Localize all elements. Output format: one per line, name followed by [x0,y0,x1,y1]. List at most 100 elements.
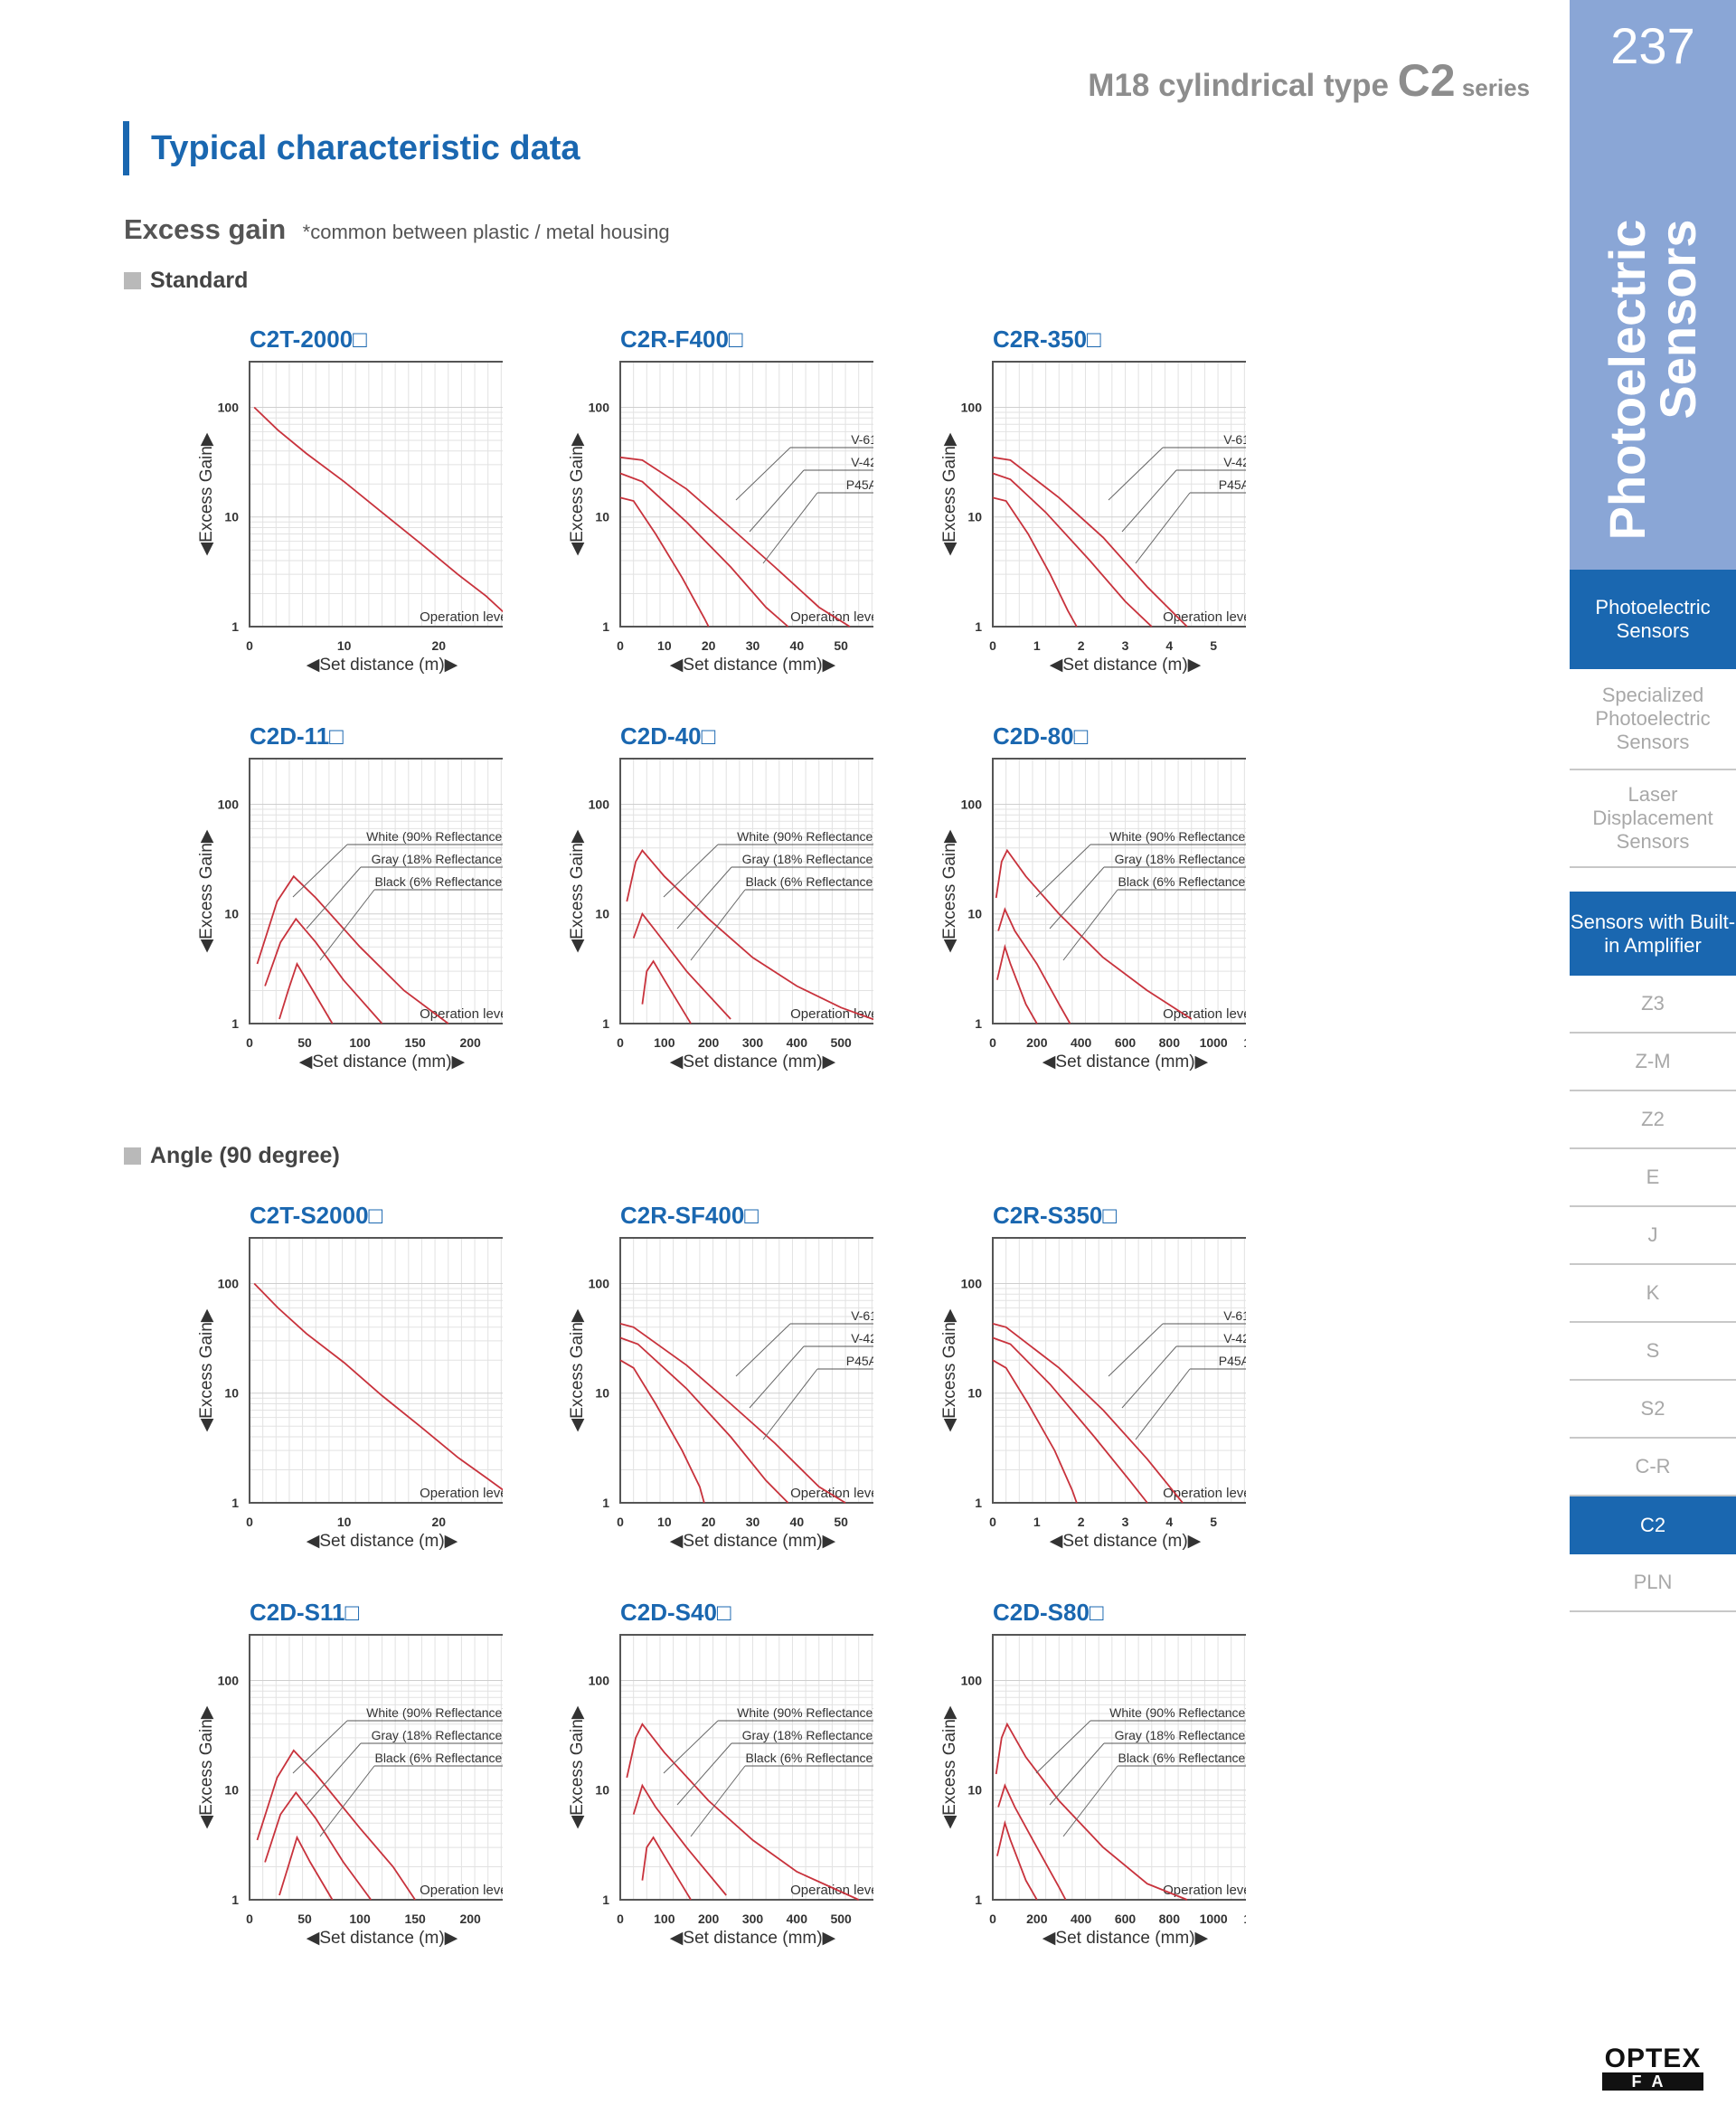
series-line [997,907,1071,1024]
series-line [997,1783,1067,1901]
operation-level-label: Operation level [1163,1006,1246,1022]
x-tick-label: 20 [702,1515,716,1529]
sidebar-item-j[interactable]: J [1570,1207,1736,1265]
plot-frame [619,1634,873,1901]
sidebar-item-z3[interactable]: Z3 [1570,976,1736,1034]
operation-level-label: Operation level [1163,609,1246,625]
legend-label: Gray (18% Reflectance) [742,1728,873,1742]
y-tick-label: 100 [218,400,240,414]
sidebar-item-laser[interactable]: Laser Displacement Sensors [1570,770,1736,868]
y-tick-label: 10 [224,510,239,524]
group-title-angle: Angle (90 degree) [124,1143,340,1169]
y-tick-label: 1 [975,1496,982,1510]
legend-leader-line [735,1323,791,1377]
series-line [619,496,710,628]
sidebar-item-c-r[interactable]: C-R [1570,1439,1736,1496]
sidebar-item-c2[interactable]: C2 [1570,1496,1736,1554]
series-code: C2 [1397,55,1456,106]
y-tick-label: 1 [231,1496,239,1510]
y-tick-label: 10 [595,1386,609,1401]
series-line [619,472,789,628]
operation-level-label: Operation level [790,609,873,625]
x-tick-label: 50 [834,638,848,653]
sidebar-item-s2[interactable]: S2 [1570,1381,1736,1439]
group-title-standard: Standard [124,268,248,294]
legend-label: Black (6% Reflectance) [1118,1751,1246,1765]
y-axis-label: ◀Excess Gain▶ [197,432,216,555]
x-axis-label: ◀Set distance (m)▶ [307,656,458,675]
sidebar-item-built-in[interactable]: Sensors with Built-in Amplifier [1570,892,1736,976]
operation-level-label: Operation level [790,1883,873,1898]
x-tick-label: 40 [790,1515,805,1529]
legend-label: Gray (18% Reflectance) [372,852,503,866]
legend-label: Black (6% Reflectance) [1118,874,1246,889]
x-tick-label: 30 [746,1515,760,1529]
legend-label: Gray (18% Reflectance) [742,852,873,866]
sidebar-category-band: 237 Photoelectric Sensors [1570,0,1736,570]
legend-leader-line [319,1765,375,1837]
x-tick-label: 5 [1210,1515,1217,1529]
legend-label: V-42 [851,1331,873,1345]
legend-label: White (90% Reflectance) [737,1705,873,1720]
x-axis-label: ◀Set distance (m)▶ [307,1929,458,1948]
y-axis-label: ◀Excess Gain▶ [568,1705,587,1828]
subsection-title: Excess gain [124,213,287,245]
y-axis-label: ◀Excess Gain▶ [940,432,959,555]
legend-label: White (90% Reflectance) [1109,829,1246,844]
sidebar-item-k[interactable]: K [1570,1265,1736,1323]
y-tick-label: 10 [595,907,609,921]
x-tick-label: 3 [1122,1515,1129,1529]
chart-svg: 1 10 100 0 10 20 ◀Set distance (m)▶ ◀Excess Gai… [197,1237,503,1551]
x-tick-label: 0 [989,1035,996,1050]
chart-title: C2T-S2000□ [250,1202,383,1229]
legend-label: White (90% Reflectance) [1109,1705,1246,1720]
sidebar-item-s[interactable]: S [1570,1323,1736,1381]
sidebar-item-z-m[interactable]: Z-M [1570,1034,1736,1091]
series-line [619,1336,789,1504]
plot-background [993,1238,1246,1503]
legend-leader-line [1035,844,1091,898]
sidebar-item-z2[interactable]: Z2 [1570,1091,1736,1149]
legend-leader-line [1062,1765,1118,1837]
y-axis-label: ◀Excess Gain▶ [940,1705,959,1828]
chart-title: C2R-350□ [993,326,1101,353]
y-axis-label: ◀Excess Gain▶ [568,1308,587,1431]
sidebar-item-e[interactable]: E [1570,1149,1736,1207]
x-tick-label: 0 [617,1515,624,1529]
chart-svg: 110100020040060080010001200◀Set distance… [940,1634,1246,1948]
x-tick-label: 150 [404,1035,426,1050]
x-tick-label: 20 [702,638,716,653]
sidebar-item-photoelectric[interactable]: Photoelectric Sensors [1570,570,1736,669]
legend-leader-line [690,1765,746,1837]
series-line [619,456,851,628]
chart-title: C2D-40□ [620,722,716,750]
legend-leader-line [292,1720,348,1774]
sidebar-item-pln[interactable]: PLN [1570,1554,1736,1612]
y-tick-label: 100 [961,1276,983,1290]
y-tick-label: 1 [231,619,239,634]
x-tick-label: 20 [431,1515,446,1529]
chart-c2d-s11: C2D-S11□ 1 10 100 0 50 100 150 200 ◀Set distance … [123,1599,503,1987]
legend-leader-line [1035,1720,1091,1774]
plot-frame [619,1237,873,1504]
series-line [256,1749,416,1901]
x-tick-label: 4 [1165,638,1173,653]
plot-frame [619,758,873,1024]
legend-label: Black (6% Reflectance) [374,874,503,889]
sidebar-item-specialized[interactable]: Specialized Photoelectric Sensors [1570,669,1736,770]
y-tick-label: 100 [961,1673,983,1687]
chart-title: C2D-S80□ [993,1599,1104,1626]
plot-background [250,1635,503,1900]
y-tick-label: 10 [595,510,609,524]
x-axis-label: ◀Set distance (mm)▶ [670,1929,836,1948]
y-tick-label: 1 [975,1016,982,1031]
y-axis-label: ◀Excess Gain▶ [940,829,959,952]
category-line: Photoelectric [1599,219,1656,541]
x-tick-label: 600 [1115,1912,1137,1926]
square-bullet-icon [124,272,141,289]
y-tick-label: 10 [224,1386,239,1401]
x-tick-label: 400 [787,1912,808,1926]
x-tick-label: 100 [349,1912,371,1926]
legend-label: P45A [1219,1354,1246,1368]
x-tick-label: 200 [1026,1912,1048,1926]
